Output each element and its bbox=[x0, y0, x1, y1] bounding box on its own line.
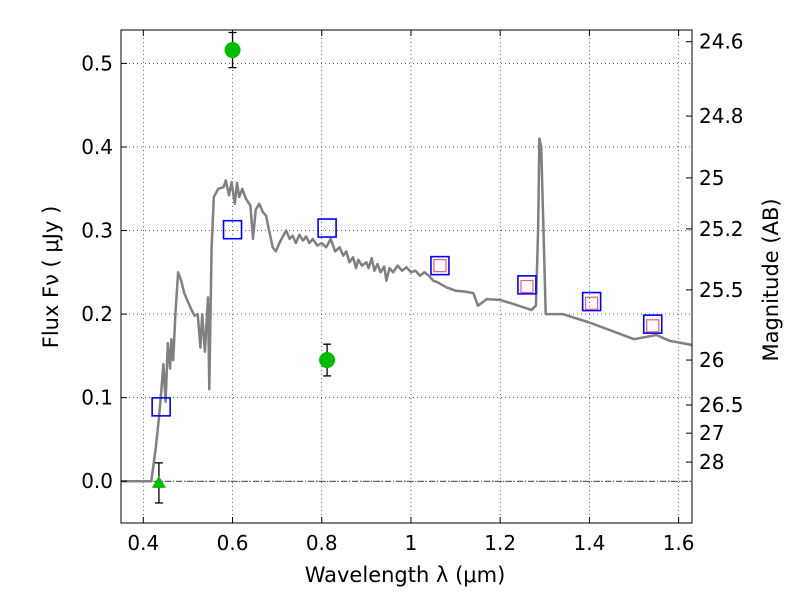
synthetic-flux-square bbox=[433, 259, 447, 273]
mag-tick-label: 24.6 bbox=[699, 30, 744, 54]
x-tick-label: 1 bbox=[405, 531, 418, 555]
mag-tick-label: 26.5 bbox=[699, 393, 744, 417]
plot-frame bbox=[120, 29, 693, 524]
mag-tick-label: 25 bbox=[699, 166, 724, 190]
y-tick-label: 0.3 bbox=[81, 219, 113, 243]
mag-tick-label: 24.8 bbox=[699, 104, 744, 128]
observed-flux-triangle bbox=[151, 475, 166, 488]
ticks: 0.4 0.6 0.8 1 1.2 1.4 1.6 0.0 0.1 0.2 0.3 0.4 0.5 24.… bbox=[81, 30, 743, 555]
model-flux-square bbox=[151, 397, 171, 417]
model-flux-square bbox=[581, 291, 602, 312]
y-tick-label: 0.5 bbox=[81, 51, 113, 75]
sed-model-line bbox=[121, 137, 693, 483]
model-flux-square bbox=[517, 275, 537, 295]
y-axis-label: Flux Fν ( μJy ) bbox=[39, 206, 63, 349]
mag-tick-label: 25.2 bbox=[699, 217, 744, 241]
y-tick-label: 0.1 bbox=[81, 386, 113, 410]
x-tick-label: 0.4 bbox=[127, 531, 159, 555]
model-flux-square bbox=[317, 218, 337, 238]
observed-flux-point bbox=[319, 352, 336, 369]
y2-axis-label: Magnitude (AB) bbox=[759, 198, 783, 361]
x-tick-label: 1.6 bbox=[663, 531, 695, 555]
y-tick-label: 0.0 bbox=[81, 469, 113, 493]
model-flux-square bbox=[642, 314, 663, 334]
model-flux-square bbox=[222, 219, 243, 240]
x-axis-label: Wavelength λ (μm) bbox=[305, 563, 506, 587]
mag-tick-label: 28 bbox=[699, 450, 724, 474]
mag-tick-label: 25.5 bbox=[699, 278, 744, 302]
y-tick-label: 0.4 bbox=[81, 135, 113, 159]
grid bbox=[121, 30, 692, 523]
model-flux-square bbox=[430, 255, 450, 276]
synthetic-flux-square bbox=[585, 296, 599, 310]
y-tick-label: 0.2 bbox=[81, 302, 113, 326]
observed-flux-point bbox=[224, 42, 241, 59]
synthetic-flux-square bbox=[520, 279, 534, 294]
x-tick-label: 0.6 bbox=[217, 531, 249, 555]
x-tick-label: 1.4 bbox=[573, 531, 605, 555]
series-layer bbox=[121, 31, 693, 504]
mag-tick-label: 27 bbox=[699, 421, 724, 445]
x-tick-label: 1.2 bbox=[484, 531, 516, 555]
x-tick-label: 0.8 bbox=[306, 531, 338, 555]
mag-tick-label: 26 bbox=[699, 348, 724, 372]
synthetic-flux-square bbox=[646, 319, 660, 333]
